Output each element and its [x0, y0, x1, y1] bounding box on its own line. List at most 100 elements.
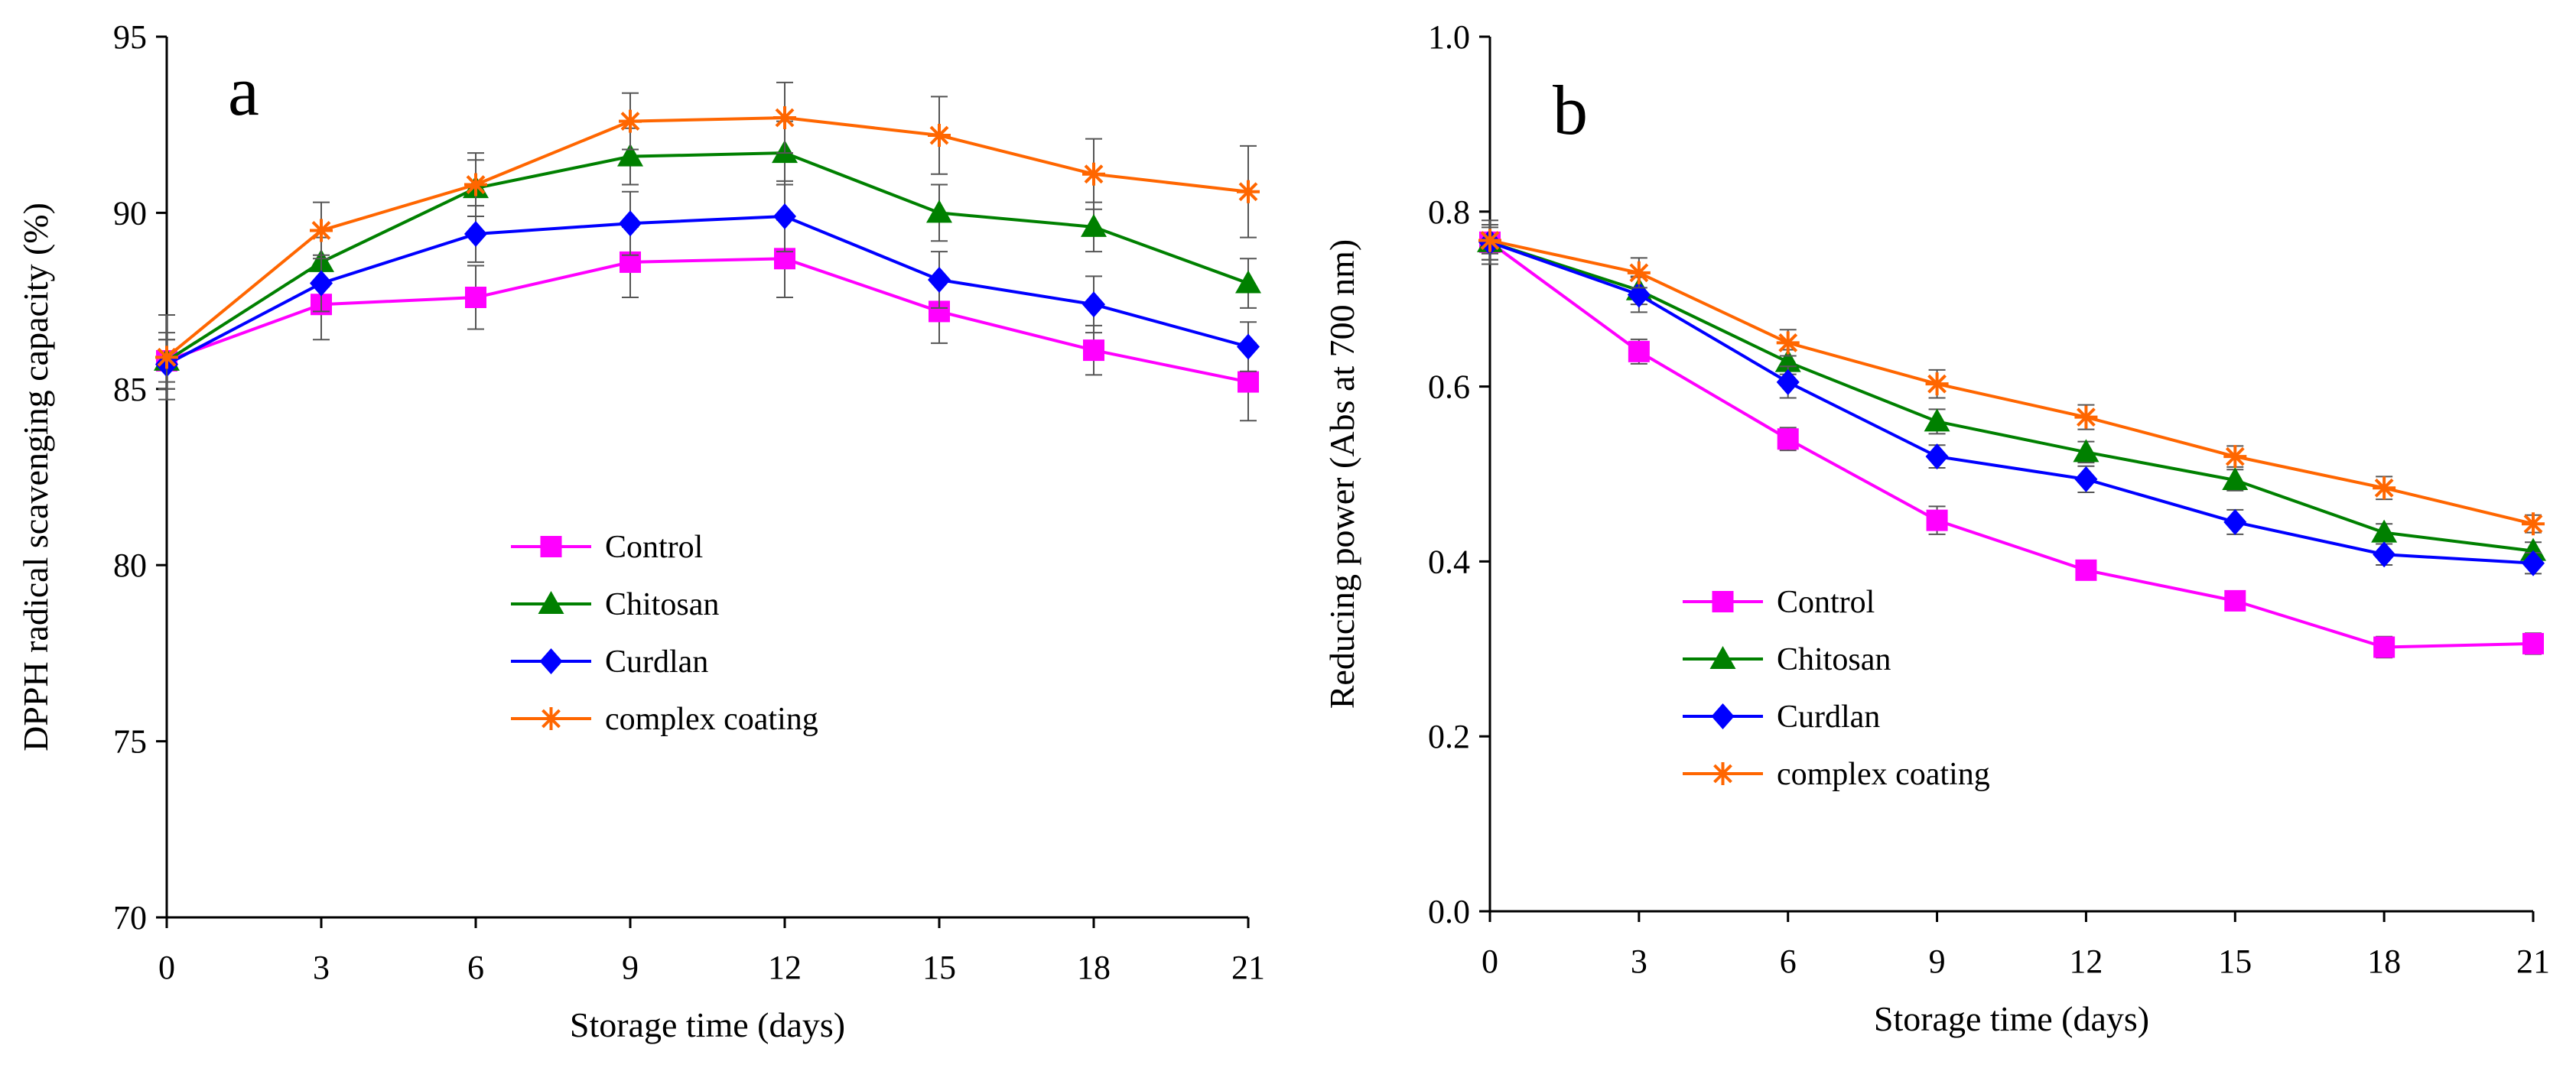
data-point	[1235, 270, 1261, 294]
legend-marker	[1709, 646, 1736, 669]
data-point	[1777, 428, 1799, 450]
x-tick-label: 6	[467, 949, 484, 986]
y-axis-title: DPPH radical scavenging capacity (%)	[16, 203, 55, 751]
x-tick-label: 21	[2516, 943, 2550, 980]
series-line	[1488, 241, 2534, 649]
legend-item-curdlan: Curdlan	[511, 644, 708, 680]
data-point	[617, 143, 643, 167]
series-line	[1489, 239, 2534, 526]
data-point	[2373, 476, 2396, 500]
x-tick-label: 18	[1077, 949, 1111, 986]
data-point	[928, 124, 951, 148]
series-line	[165, 151, 1249, 362]
panel-a-dpph-chart: 70 75 80 85 90 95 0 3 6 9 12 15 18 21 Storage time (da…	[16, 18, 1265, 1044]
legend-item-curdlan: Curdlan	[1683, 700, 1880, 735]
legend: Control Chitosan Curdlan complex coating	[511, 530, 818, 737]
legend-item-chitosan: Chitosan	[511, 587, 719, 622]
data-point	[1082, 162, 1105, 186]
y-tick-label: 70	[113, 899, 147, 937]
panel-b-reducing-power-chart: 0.0 0.2 0.4 0.6 0.8 1.0 0 3 6 9 12 15 18 21 Storage ti…	[1322, 18, 2550, 1038]
data-point	[2223, 445, 2247, 469]
legend-item-control: Control	[1683, 585, 1875, 620]
y-axis-title: Reducing power (Abs at 700 nm)	[1322, 239, 1361, 709]
data-point	[310, 219, 333, 242]
data-point	[773, 106, 796, 129]
legend-label: Curdlan	[1777, 700, 1880, 735]
y-tick-label: 0.4	[1428, 543, 1470, 580]
x-tick-label: 21	[1231, 949, 1265, 986]
data-point	[2373, 541, 2396, 568]
series-line	[1489, 240, 2534, 565]
x-tick-label: 9	[1929, 943, 1946, 980]
legend-marker	[1711, 703, 1735, 729]
x-tick-label: 6	[1780, 943, 1797, 980]
legend-label: complex coating	[605, 702, 818, 737]
legend-item-control: Control	[511, 530, 703, 565]
panel-letter: a	[228, 52, 259, 130]
y-tick-label: 0.6	[1428, 368, 1470, 406]
legend-marker	[1712, 591, 1734, 612]
data-point	[1776, 368, 1800, 395]
x-tick-label: 9	[622, 949, 639, 986]
panel-letter: b	[1553, 71, 1588, 149]
legend-label: Chitosan	[605, 587, 719, 622]
data-point	[2224, 589, 2246, 612]
data-point	[1081, 213, 1107, 237]
data-point	[1776, 331, 1800, 355]
legend-marker	[1711, 762, 1735, 785]
data-point	[1925, 443, 1949, 470]
data-point	[2522, 550, 2545, 576]
series-line	[166, 257, 1249, 384]
data-point	[773, 203, 796, 230]
data-point	[1237, 180, 1260, 203]
data-point	[619, 109, 642, 133]
series-complex-coating	[1478, 226, 2545, 536]
x-axis-title: Storage time (days)	[1874, 999, 2149, 1038]
data-point	[1083, 339, 1104, 362]
data-point	[2073, 439, 2100, 463]
y-tick-label: 1.0	[1428, 18, 1470, 56]
series-line	[166, 214, 1249, 366]
legend: Control Chitosan Curdlan complex coating	[1683, 585, 1990, 792]
legend-label: Curdlan	[605, 644, 708, 680]
x-tick-label: 12	[768, 949, 802, 986]
x-tick-label: 3	[1631, 943, 1647, 980]
legend-label: Control	[605, 530, 703, 565]
series-complex-coating	[155, 81, 1260, 401]
x-tick-label: 15	[922, 949, 956, 986]
data-point	[2522, 512, 2545, 536]
data-point	[2074, 466, 2098, 492]
legend-marker	[539, 648, 563, 674]
legend-label: complex coating	[1777, 757, 1990, 792]
x-tick-label: 15	[2218, 943, 2252, 980]
data-point	[2373, 636, 2395, 658]
data-point	[464, 221, 487, 248]
data-point	[2371, 519, 2398, 543]
y-tick-label: 0.8	[1428, 193, 1470, 231]
data-point	[1627, 261, 1651, 284]
legend-marker	[539, 707, 563, 730]
x-tick-label: 3	[313, 949, 330, 986]
data-point	[926, 200, 952, 223]
data-point	[2223, 508, 2247, 535]
x-axis-title: Storage time (days)	[570, 1005, 845, 1044]
legend-label: Chitosan	[1777, 642, 1891, 677]
series-chitosan	[154, 120, 1261, 383]
data-point	[465, 286, 486, 308]
x-tick-label: 0	[1482, 943, 1498, 980]
data-point	[1478, 229, 1501, 252]
x-tick-label: 18	[2367, 943, 2401, 980]
legend-item-complex-coating: complex coating	[1683, 757, 1990, 792]
data-point	[310, 270, 333, 297]
y-tick-label: 0.2	[1428, 718, 1470, 755]
data-point	[2222, 467, 2249, 491]
data-point	[1926, 509, 1948, 531]
data-point	[1628, 340, 1650, 362]
legend-item-chitosan: Chitosan	[1683, 642, 1891, 677]
x-tick-label: 12	[2069, 943, 2103, 980]
legend-marker	[540, 536, 562, 557]
data-point	[1238, 371, 1259, 393]
data-point	[2520, 537, 2546, 561]
x-tick-label: 0	[158, 949, 175, 986]
